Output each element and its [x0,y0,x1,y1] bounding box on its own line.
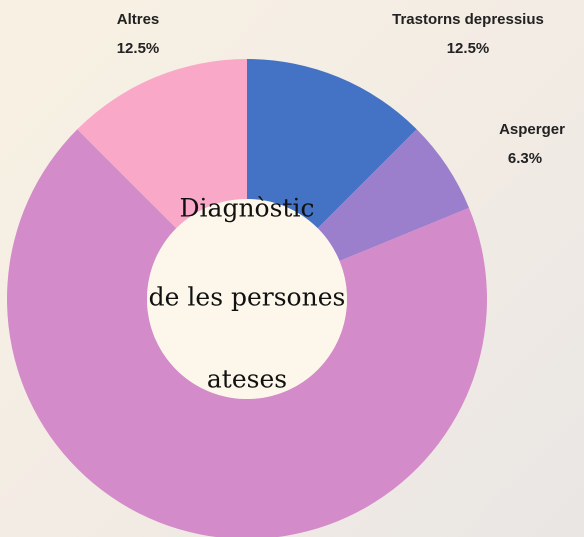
category-label: Altres [117,11,160,28]
donut-hole [147,199,347,399]
donut-segment [7,129,487,537]
chart-title: Diagnòstic [180,194,315,223]
donut-segment [247,59,417,229]
category-label: Trastorns depressius [392,11,544,28]
value-label: 12.5% [117,40,160,57]
chart-title: ateses [207,365,287,394]
chart-title: de les persones [149,283,346,312]
value-label: 6.3% [508,150,542,167]
donut-segment [317,129,470,262]
category-label: Asperger [499,121,565,138]
value-label: 12.5% [447,40,490,57]
donut-segment [77,59,247,229]
